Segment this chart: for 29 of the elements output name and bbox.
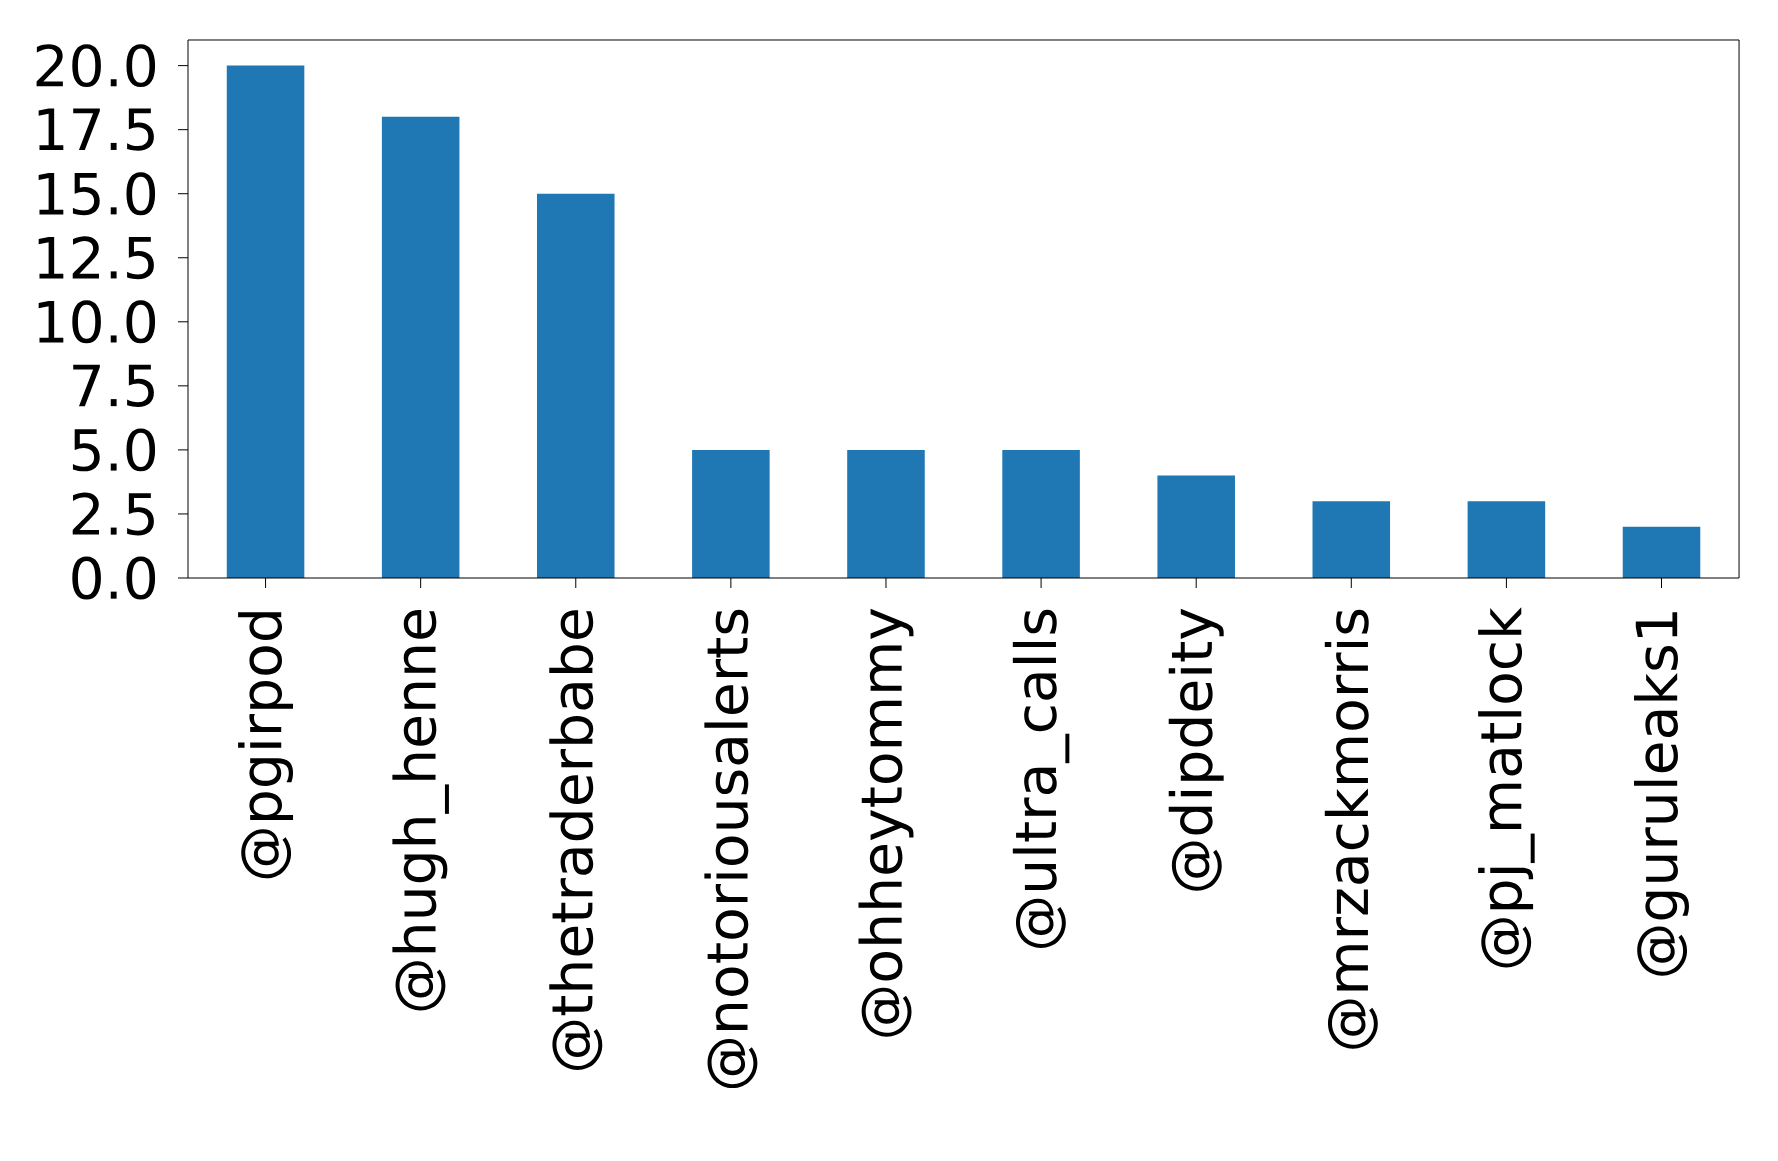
bar: [381, 116, 460, 578]
bar: [1622, 526, 1701, 578]
x-tick-label: @mrzackmorris: [1324, 609, 1378, 1049]
x-tick-label: @notoriousalerts: [704, 609, 758, 1089]
x-tick-label: @ohheytommy: [858, 608, 914, 1037]
x-tick-label: @ultra_calls: [1012, 609, 1070, 948]
bar: [1002, 449, 1080, 578]
x-tick-label: @dipdeity: [1168, 608, 1224, 891]
bar: [692, 449, 770, 578]
y-tick-label: 15.0: [38, 172, 156, 216]
bar: [536, 193, 615, 578]
bar: [226, 65, 305, 578]
x-tick-label: @thetraderbabe: [549, 610, 603, 1070]
x-tick-label: @pj_matlock: [1478, 607, 1535, 968]
x-tick-label: @guruleaks1: [1634, 612, 1689, 976]
bar: [1312, 501, 1391, 578]
x-tick-label: @pgirpod: [238, 612, 294, 879]
y-tick-label: 5.0: [72, 428, 156, 472]
y-tick-label: 12.5: [38, 236, 154, 280]
y-tick-label: 0.0: [72, 556, 156, 600]
y-tick-label: 10.0: [38, 300, 156, 344]
y-tick-label: 20.0: [36, 44, 156, 88]
bar: [1157, 475, 1235, 578]
bar: [1467, 501, 1546, 578]
y-tick-label: 2.5: [72, 492, 154, 536]
y-tick-label: 17.5: [38, 108, 154, 151]
bar: [847, 449, 925, 578]
y-tick-label: 7.5: [73, 364, 154, 407]
x-tick-label: @hugh_henne: [392, 610, 449, 1011]
